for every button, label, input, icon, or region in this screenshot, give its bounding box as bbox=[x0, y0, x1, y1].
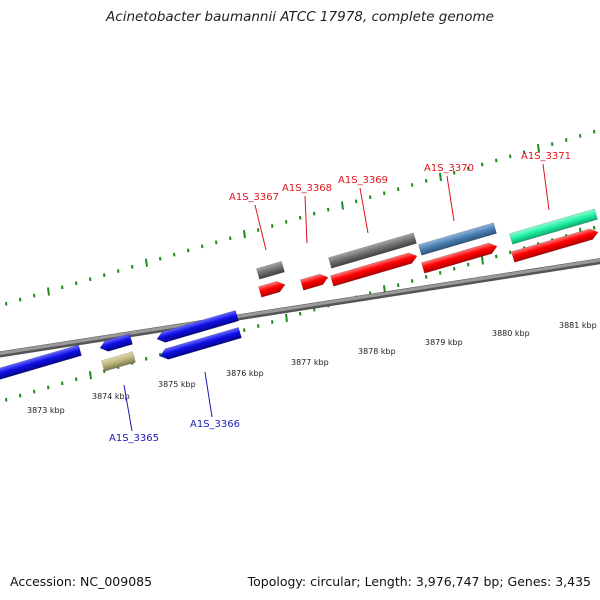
reverse-cds-arrow bbox=[159, 326, 242, 360]
reverse-gene-bar bbox=[101, 351, 136, 372]
leader-line bbox=[359, 187, 369, 234]
major-tick bbox=[285, 313, 288, 322]
feature-arrow-shape bbox=[509, 208, 598, 245]
kbp-position-label: 3880 kbp bbox=[492, 329, 530, 338]
kbp-position-label: 3876 kbp bbox=[226, 369, 264, 378]
feature-arrow-shape bbox=[511, 228, 599, 263]
leader-line bbox=[542, 163, 550, 211]
major-tick bbox=[537, 144, 540, 153]
major-tick bbox=[145, 258, 148, 267]
leader-line bbox=[446, 175, 455, 222]
feature-arrow-shape bbox=[159, 326, 242, 360]
leader-line bbox=[304, 195, 308, 244]
feature-arrow-shape bbox=[418, 222, 497, 256]
gene-label-reverse[interactable]: A1S_3365 bbox=[109, 433, 159, 444]
feature-arrow-shape bbox=[256, 261, 285, 280]
upper-tick-row bbox=[5, 129, 596, 306]
feature-labels: 3873 kbp 3874 kbp 3875 kbp 3876 kbp 3877 kbp… bbox=[27, 151, 597, 444]
feature-arrow-shape bbox=[328, 232, 417, 269]
major-tick bbox=[439, 172, 442, 181]
feature-arrow-shape bbox=[300, 273, 329, 291]
kbp-position-label: 3878 kbp bbox=[358, 347, 396, 356]
gene-label-reverse[interactable]: A1S_3366 bbox=[190, 419, 240, 430]
gene-label-forward[interactable]: A1S_3371 bbox=[521, 151, 571, 162]
reverse-cds-arrow bbox=[0, 344, 82, 380]
forward-gene-bar bbox=[418, 222, 497, 256]
kbp-position-label: 3877 kbp bbox=[291, 358, 329, 367]
forward-cds-arrow bbox=[300, 273, 329, 291]
gene-label-forward[interactable]: A1S_3367 bbox=[229, 192, 279, 203]
forward-gene-bar bbox=[256, 261, 285, 280]
major-tick bbox=[243, 230, 246, 239]
major-tick bbox=[89, 371, 92, 380]
forward-cds-arrow bbox=[421, 242, 498, 274]
reverse-cds-arrow bbox=[99, 333, 133, 352]
forward-gene-bar bbox=[328, 232, 417, 269]
feature-arrow-shape bbox=[258, 281, 286, 298]
major-tick bbox=[341, 201, 344, 210]
kbp-position-label: 3881 kbp bbox=[559, 321, 597, 330]
gene-label-forward[interactable]: A1S_3369 bbox=[338, 175, 388, 186]
genome-backbone bbox=[0, 258, 600, 358]
kbp-position-label: 3874 kbp bbox=[92, 392, 130, 401]
kbp-position-label: 3873 kbp bbox=[27, 406, 65, 415]
gene-features bbox=[0, 208, 599, 380]
kbp-position-label: 3875 kbp bbox=[158, 380, 196, 389]
gene-label-forward[interactable]: A1S_3370 bbox=[424, 163, 474, 174]
kbp-position-label: 3879 kbp bbox=[425, 338, 463, 347]
feature-arrow-shape bbox=[0, 344, 82, 380]
forward-cds-arrow bbox=[258, 281, 286, 298]
forward-cds-arrow bbox=[511, 228, 599, 263]
forward-gene-bar bbox=[509, 208, 598, 245]
leader-line bbox=[123, 384, 133, 432]
feature-arrow-shape bbox=[421, 242, 498, 274]
leader-line bbox=[254, 204, 267, 251]
gene-label-forward[interactable]: A1S_3368 bbox=[282, 183, 332, 194]
leader-line bbox=[204, 371, 213, 418]
reverse-cds-arrow bbox=[156, 309, 239, 343]
feature-arrow-shape bbox=[330, 252, 418, 287]
genome-stats-text: Topology: circular; Length: 3,976,747 bp… bbox=[247, 574, 591, 589]
major-tick bbox=[481, 256, 484, 265]
lower-tick-row bbox=[5, 225, 596, 402]
major-tick bbox=[47, 287, 50, 296]
accession-text: Accession: NC_009085 bbox=[10, 574, 153, 589]
feature-arrow-shape bbox=[101, 351, 136, 372]
feature-arrow-shape bbox=[99, 333, 133, 352]
feature-arrow-shape bbox=[156, 309, 239, 343]
forward-cds-arrow bbox=[330, 252, 418, 287]
genome-title: Acinetobacter baumannii ATCC 17978, comp… bbox=[106, 9, 494, 25]
